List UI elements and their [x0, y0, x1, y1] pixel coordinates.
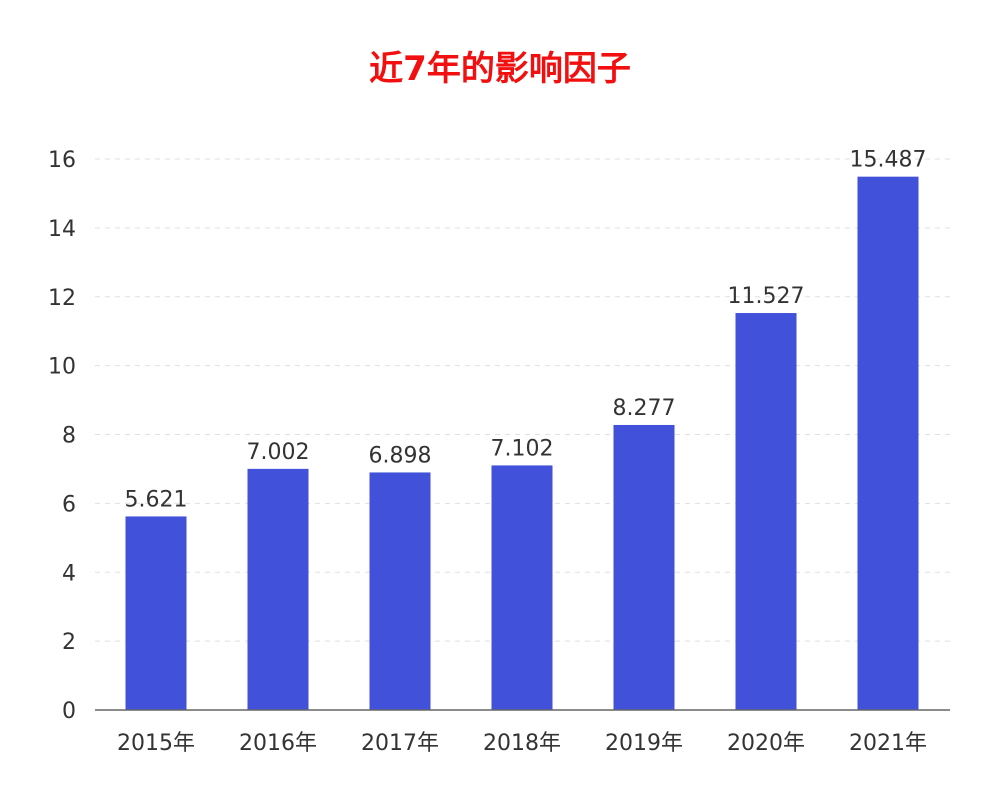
data-label: 11.527 [728, 284, 805, 309]
bar [613, 424, 675, 710]
y-tick-label: 6 [62, 492, 76, 517]
y-tick-label: 14 [48, 217, 76, 242]
data-labels: 5.621 7.002 6.898 7.102 8.277 11.527 15.487 [125, 148, 927, 513]
y-tick-label: 2 [62, 630, 76, 655]
y-tick-label: 4 [62, 561, 76, 586]
y-tick-label: 10 [48, 355, 76, 380]
data-label: 6.898 [369, 443, 432, 468]
bar [735, 313, 797, 710]
x-tick-label: 2018年 [483, 731, 561, 756]
y-tick-label: 8 [62, 424, 76, 449]
bars [125, 176, 919, 710]
x-tick-label: 2021年 [849, 731, 927, 756]
x-tick-label: 2019年 [605, 731, 683, 756]
bar [247, 468, 309, 710]
bar [369, 472, 431, 710]
bar [491, 465, 553, 710]
x-tick-label: 2020年 [727, 731, 805, 756]
y-tick-label: 16 [48, 148, 76, 173]
data-label: 7.102 [491, 436, 554, 461]
x-tick-label: 2015年 [117, 731, 195, 756]
x-tick-label: 2016年 [239, 731, 317, 756]
grid-lines [95, 158, 950, 642]
data-label: 7.002 [247, 440, 310, 465]
y-tick-label: 0 [62, 699, 76, 724]
x-axis: 2015年 2016年 2017年 2018年 2019年 2020年 2021年 [95, 709, 950, 756]
y-axis: 0 2 4 6 8 10 12 14 16 [48, 148, 76, 724]
data-label: 15.487 [850, 148, 927, 173]
y-tick-label: 12 [48, 286, 76, 311]
bar [857, 176, 919, 710]
data-label: 8.277 [613, 396, 676, 421]
data-label: 5.621 [125, 487, 188, 512]
chart-title: 近7年的影响因子 [369, 49, 631, 89]
bar [125, 516, 187, 710]
x-tick-label: 2017年 [361, 731, 439, 756]
